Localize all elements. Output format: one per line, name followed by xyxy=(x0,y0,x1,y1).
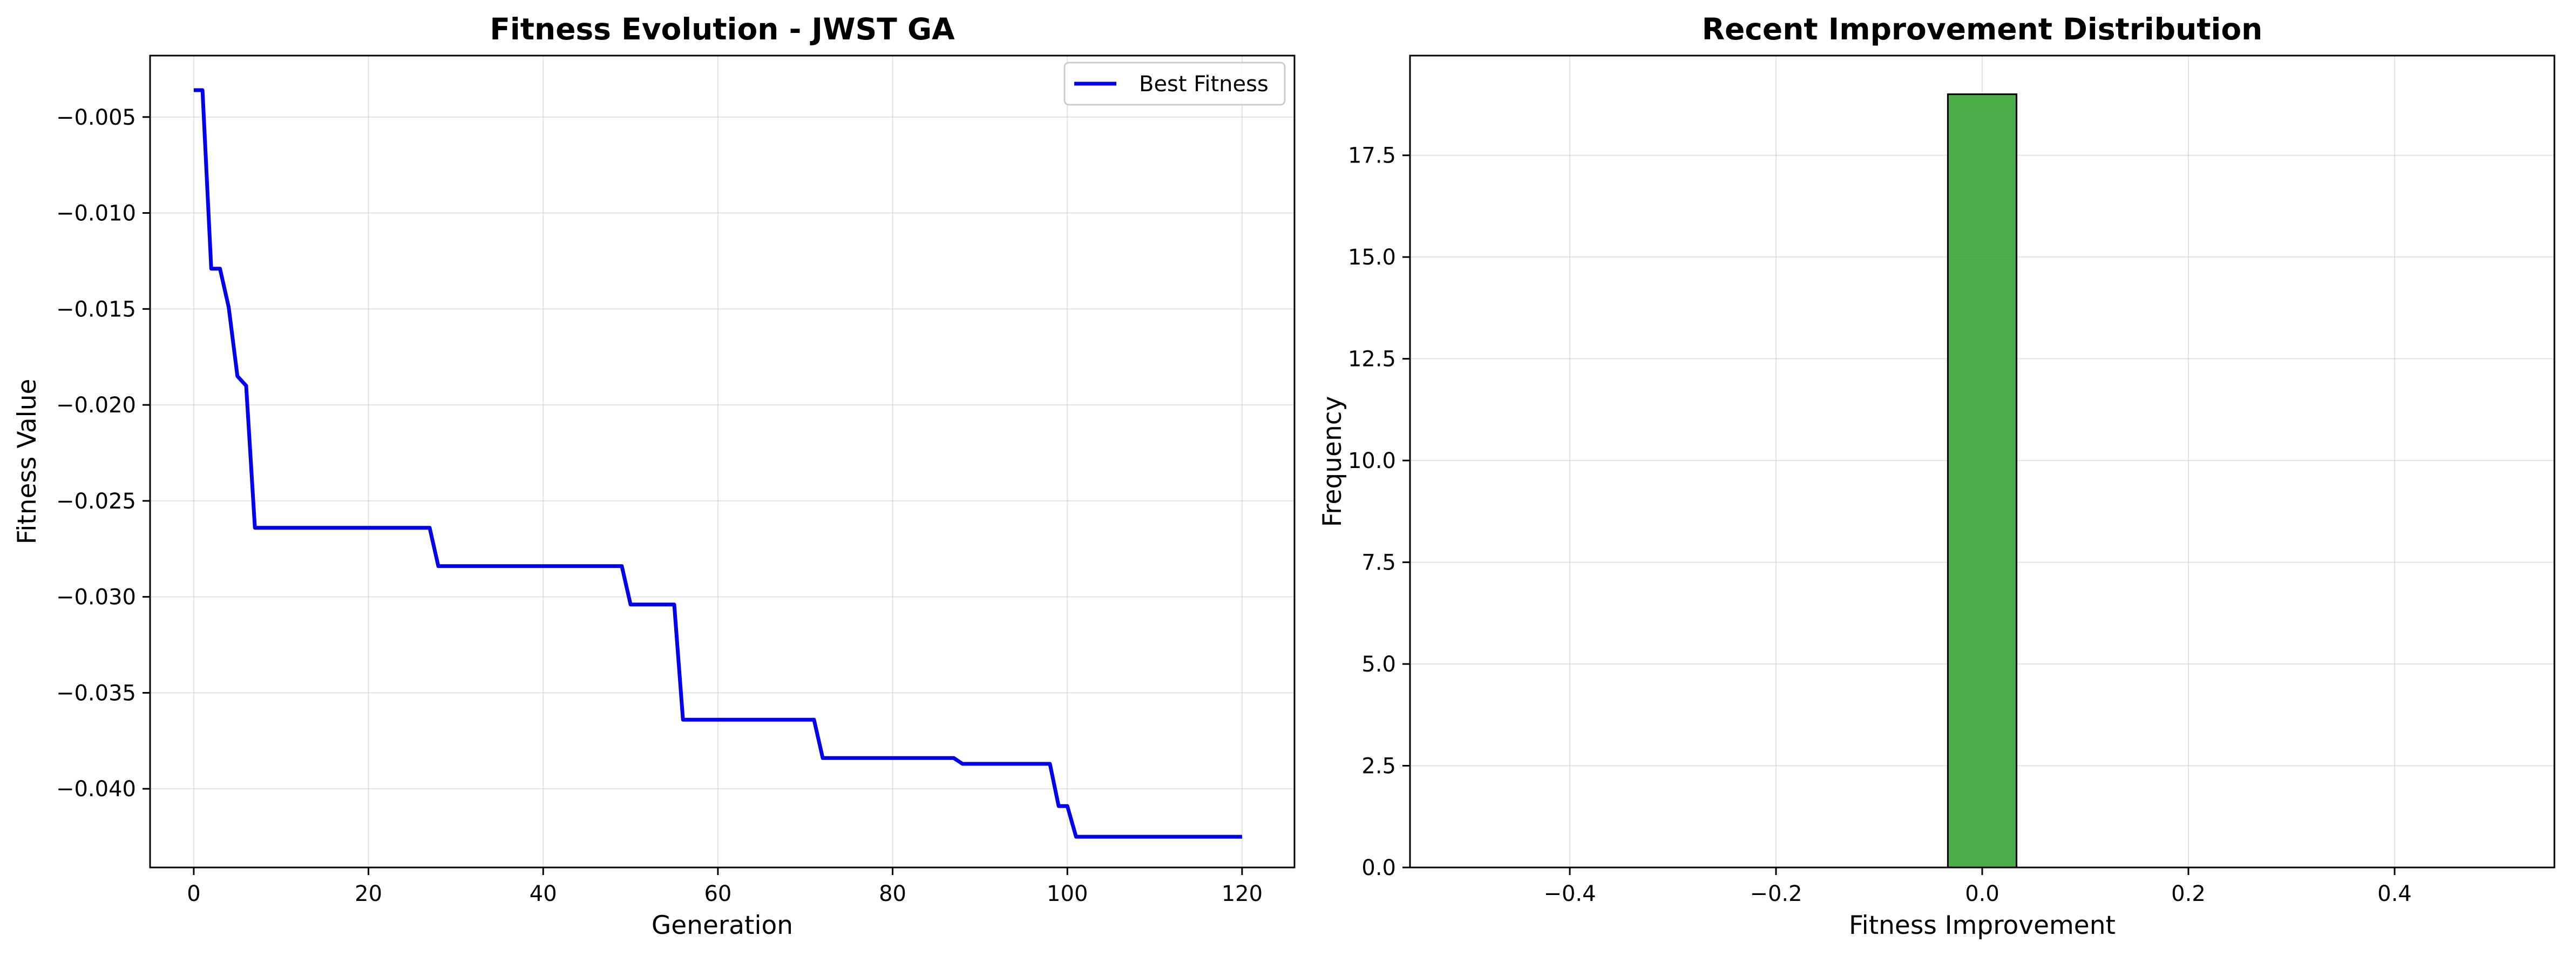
x-tick-label: −0.4 xyxy=(1543,882,1596,906)
legend-label-best-fitness: Best Fitness xyxy=(1139,72,1269,97)
series-line-best-fitness xyxy=(193,88,1242,839)
y-tick-label: 10.0 xyxy=(1348,449,1396,473)
y-tick-label: −0.030 xyxy=(56,585,136,610)
x-tick-label: 60 xyxy=(704,882,731,906)
x-tick-label: 20 xyxy=(355,882,382,906)
x-tick-label: 0.0 xyxy=(1965,882,1999,906)
y-tick-label: −0.040 xyxy=(56,777,136,802)
legend-box xyxy=(1063,62,1286,106)
y-axis-label: Frequency xyxy=(1318,396,1347,527)
histogram-bar xyxy=(1947,93,2018,869)
improvement-distribution-chart: Recent Improvement Distribution −0.4 −0.2… xyxy=(1318,12,2555,940)
y-tick-label: 7.5 xyxy=(1361,551,1396,575)
plot-area xyxy=(193,88,1242,839)
chart-title: Fitness Evolution - JWST GA xyxy=(490,12,955,46)
y-tick-label: −0.020 xyxy=(56,393,136,418)
x-tick-label: 120 xyxy=(1222,882,1263,906)
y-tick-label: −0.025 xyxy=(56,489,136,514)
y-tick-label: −0.015 xyxy=(56,297,136,322)
x-tick-label: 0.2 xyxy=(2171,882,2206,906)
y-tick-label: 5.0 xyxy=(1361,652,1396,677)
x-tick-label: 40 xyxy=(530,882,557,906)
y-tick-label: 15.0 xyxy=(1348,245,1396,270)
x-tick-label: −0.2 xyxy=(1750,882,1802,906)
y-tick-label: −0.010 xyxy=(56,201,136,226)
x-tick-label: 100 xyxy=(1047,882,1088,906)
y-tick-label: −0.035 xyxy=(56,681,136,706)
fitness-evolution-chart: Fitness Evolution - JWST GA 0 20 40 60 80 100… xyxy=(12,12,1296,940)
x-tick-label: 0.4 xyxy=(2377,882,2412,906)
plot-area xyxy=(1947,93,2018,869)
y-axis-label: Fitness Value xyxy=(12,379,42,545)
y-tick-label: 2.5 xyxy=(1361,754,1396,779)
plot-frame xyxy=(1409,55,2555,869)
y-tick-label: 0.0 xyxy=(1361,856,1396,880)
legend: Best Fitness xyxy=(1063,62,1286,106)
y-tick-label: −0.005 xyxy=(56,105,136,130)
grid xyxy=(150,56,1294,867)
x-axis-label: Fitness Improvement xyxy=(1849,911,2116,940)
x-axis-label: Generation xyxy=(652,911,793,940)
x-tick-label: 80 xyxy=(879,882,906,906)
plot-frame xyxy=(149,55,1296,869)
y-tick-label: 17.5 xyxy=(1348,144,1396,168)
axis-ticks: −0.4 −0.2 0.0 0.2 0.4 0.0 2.5 5.0 7.5 10.0 12.5 15.… xyxy=(1348,144,2412,906)
x-tick-label: 0 xyxy=(187,882,200,906)
axis-ticks: 0 20 40 60 80 100 120 −0.005 −0.010 −0.015 −0.020 −… xyxy=(56,105,1263,906)
chart-title: Recent Improvement Distribution xyxy=(1702,12,2263,46)
y-tick-label: 12.5 xyxy=(1348,347,1396,372)
